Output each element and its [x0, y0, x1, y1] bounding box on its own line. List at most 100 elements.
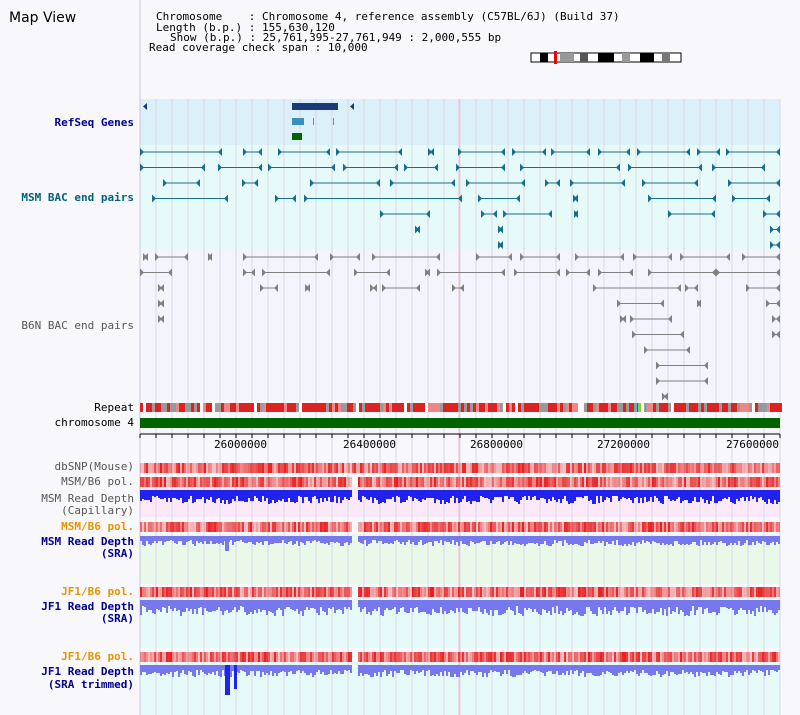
depth-bar	[328, 536, 330, 545]
heat-cell	[438, 652, 440, 662]
heat-cell	[342, 652, 344, 662]
track-label-msm-b6-pol-1[interactable]: MSM/B6 pol.	[61, 475, 134, 488]
track-label-msm-b6-pol-2[interactable]: MSM/B6 pol.	[61, 520, 134, 533]
track-label-msm-depth-sra-sub: (SRA)	[100, 547, 134, 560]
bac-end-marker	[776, 225, 780, 234]
heat-cell	[190, 463, 192, 473]
heat-cell	[236, 477, 238, 487]
heat-cell	[168, 522, 170, 532]
depth-bar	[588, 665, 590, 673]
heat-cell	[460, 463, 462, 473]
depth-bar	[502, 536, 504, 544]
heat-cell	[494, 587, 496, 597]
heat-cell	[142, 477, 144, 487]
heat-cell	[654, 652, 656, 662]
heat-cell	[638, 587, 640, 597]
heat-cell	[494, 463, 496, 473]
track-label-refseq[interactable]: RefSeq Genes	[54, 116, 134, 129]
heat-cell	[508, 652, 510, 662]
heat-cell	[700, 522, 702, 532]
heat-cell	[238, 463, 240, 473]
depth-bar	[752, 490, 754, 499]
depth-bar	[516, 536, 518, 544]
track-label-msm-depth-capillary[interactable]: MSM Read Depth	[41, 492, 134, 505]
track-label-msm-depth-sra[interactable]: MSM Read Depth	[41, 535, 134, 548]
repeat-cell	[527, 403, 530, 412]
heat-cell	[460, 587, 462, 597]
depth-bar	[750, 665, 752, 673]
depth-bar	[342, 490, 344, 500]
heat-cell	[482, 652, 484, 662]
depth-bar	[636, 665, 638, 674]
depth-bar	[614, 665, 616, 676]
heat-cell	[696, 652, 698, 662]
depth-bar	[492, 536, 494, 544]
heat-cell	[306, 652, 308, 662]
track-label-jf1-depth-sra[interactable]: JF1 Read Depth	[41, 600, 134, 613]
depth-bar	[512, 490, 514, 497]
heat-cell	[758, 463, 760, 473]
heat-cell	[286, 652, 288, 662]
depth-bar	[454, 490, 456, 503]
heat-cell	[298, 522, 300, 532]
heat-cell	[424, 463, 426, 473]
depth-bar	[386, 490, 388, 499]
track-label-msm-bac[interactable]: MSM BAC end pairs	[21, 191, 134, 204]
track-label-jf1-depth-trimmed[interactable]: JF1 Read Depth	[41, 665, 134, 678]
repeat-cell	[605, 403, 608, 412]
heat-cell	[744, 587, 746, 597]
depth-bar	[484, 536, 486, 541]
bac-end-marker	[617, 299, 621, 308]
depth-bar	[186, 665, 188, 675]
depth-bar	[554, 665, 556, 674]
heat-cell	[778, 652, 780, 662]
heat-cell	[232, 463, 234, 473]
heat-cell	[552, 522, 554, 532]
heat-cell	[242, 522, 244, 532]
depth-bar	[694, 600, 696, 615]
repeat-cell	[647, 403, 650, 412]
depth-bar	[762, 490, 764, 500]
heat-cell	[314, 522, 316, 532]
depth-bar	[404, 600, 406, 612]
bac-end-marker	[218, 163, 222, 172]
depth-bar	[282, 490, 284, 499]
track-label-b6n-bac[interactable]: B6N BAC end pairs	[21, 319, 134, 332]
depth-bar	[440, 600, 442, 607]
axis-tick-label: 27600000	[726, 438, 779, 451]
depth-bar	[250, 665, 252, 671]
heat-cell	[310, 463, 312, 473]
heat-cell	[456, 477, 458, 487]
depth-bar	[200, 536, 202, 542]
depth-bar	[718, 665, 720, 674]
depth-bar	[360, 600, 362, 612]
depth-bar	[630, 490, 632, 500]
heat-cell	[746, 463, 748, 473]
depth-bar	[774, 665, 776, 671]
heat-cell	[636, 522, 638, 532]
depth-bar	[362, 665, 364, 676]
heat-cell	[414, 587, 416, 597]
heat-cell	[686, 587, 688, 597]
heat-cell	[404, 477, 406, 487]
track-label-jf1-b6-pol-2[interactable]: JF1/B6 pol.	[61, 650, 134, 663]
heat-cell	[326, 477, 328, 487]
depth-bar	[624, 600, 626, 607]
track-label-dbsnp[interactable]: dbSNP(Mouse)	[54, 460, 134, 473]
heat-cell	[632, 652, 634, 662]
depth-bar	[478, 536, 480, 543]
heat-cell	[516, 587, 518, 597]
repeat-cell	[608, 403, 611, 412]
depth-bar	[756, 490, 758, 502]
depth-bar	[646, 490, 648, 502]
heat-cell	[484, 463, 486, 473]
heat-cell	[180, 522, 182, 532]
depth-bar	[666, 536, 668, 544]
depth-bar	[426, 536, 428, 543]
heat-cell	[402, 463, 404, 473]
heat-cell	[396, 522, 398, 532]
depth-spike	[225, 665, 230, 695]
heat-cell	[650, 587, 652, 597]
track-label-jf1-b6-pol-1[interactable]: JF1/B6 pol.	[61, 585, 134, 598]
heat-cell	[260, 477, 262, 487]
